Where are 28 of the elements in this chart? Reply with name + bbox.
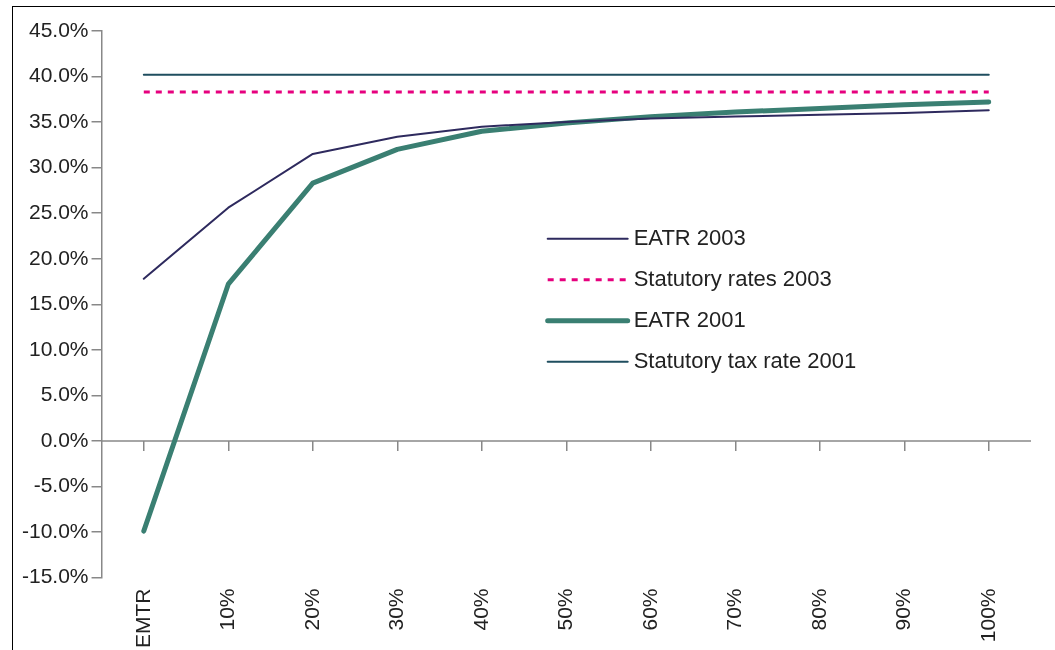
x-tick-label: 30% bbox=[384, 588, 408, 631]
x-tick-label: 40% bbox=[468, 588, 492, 631]
x-tick-label: 100% bbox=[975, 588, 999, 643]
y-tick-label: -5.0% bbox=[33, 473, 89, 497]
y-tick-label: 15.0% bbox=[28, 291, 89, 315]
y-tick-label: 5.0% bbox=[40, 382, 89, 406]
y-tick-label: -15.0% bbox=[21, 564, 89, 588]
y-tick-label: 20.0% bbox=[28, 245, 89, 269]
y-tick-label: 45.0% bbox=[28, 17, 89, 41]
y-tick-label: 40.0% bbox=[28, 63, 89, 87]
y-tick-label: 10.0% bbox=[28, 336, 89, 360]
legend-label: Statutory rates 2003 bbox=[633, 265, 832, 291]
x-tick-label: 50% bbox=[553, 588, 577, 631]
y-tick-label: 0.0% bbox=[40, 427, 89, 451]
x-tick-label: 60% bbox=[637, 588, 661, 631]
legend-label: Statutory tax rate 2001 bbox=[633, 347, 857, 373]
legend-label: EATR 2001 bbox=[633, 306, 746, 332]
y-tick-label: 30.0% bbox=[28, 154, 89, 178]
x-tick-label: 70% bbox=[722, 588, 746, 631]
legend-label: EATR 2003 bbox=[633, 224, 746, 250]
x-tick-label: 10% bbox=[215, 588, 239, 631]
x-tick-label: 20% bbox=[299, 588, 323, 631]
y-tick-label: 25.0% bbox=[28, 199, 89, 223]
x-tick-label: EMTR bbox=[130, 588, 154, 649]
y-tick-label: 35.0% bbox=[28, 108, 89, 132]
x-tick-label: 90% bbox=[891, 588, 915, 631]
y-tick-label: -10.0% bbox=[21, 518, 89, 542]
x-tick-label: 80% bbox=[806, 588, 830, 631]
